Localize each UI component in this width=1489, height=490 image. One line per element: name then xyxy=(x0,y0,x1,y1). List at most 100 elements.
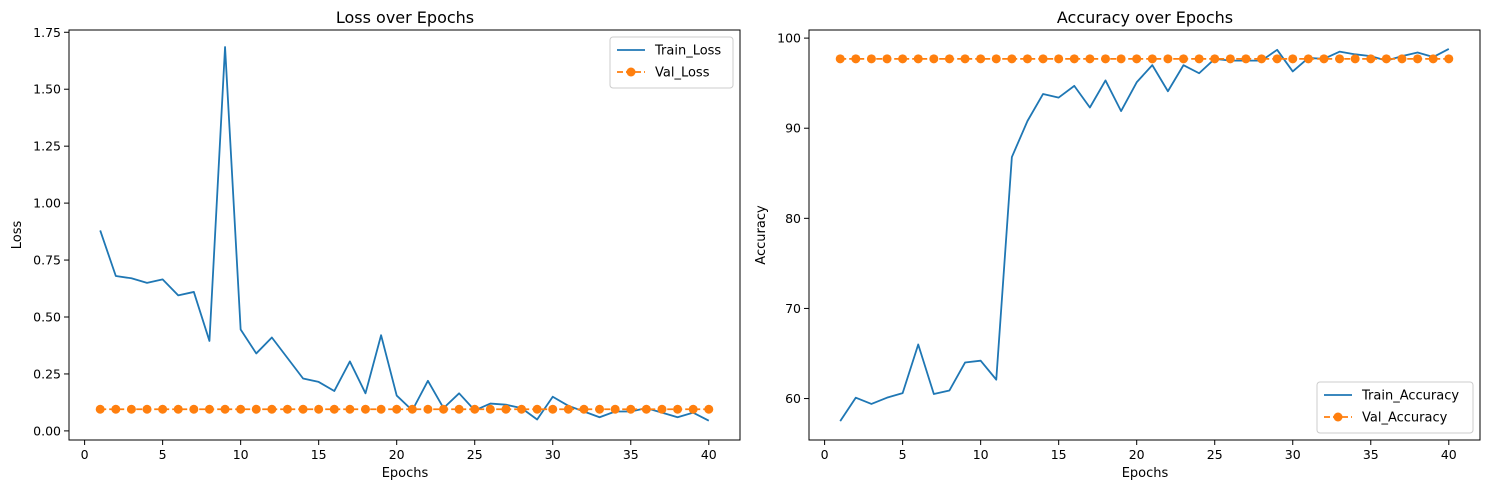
loss-legend-val-label: Val_Loss xyxy=(655,66,710,81)
loss-series-val-loss-point xyxy=(220,404,230,414)
accuracy-plot-frame xyxy=(808,29,1481,441)
accuracy-x-tick-label: 15 xyxy=(1051,447,1067,462)
loss-y-tick-label: 0.00 xyxy=(33,423,61,438)
accuracy-x-tick-label: 10 xyxy=(973,447,989,462)
accuracy-series-val-accuracy-point xyxy=(1428,54,1438,64)
accuracy-series-train-accuracy-line xyxy=(839,48,1450,422)
accuracy-series-val-accuracy-point xyxy=(1116,54,1126,64)
loss-series-val-loss-point xyxy=(392,404,402,414)
accuracy-legend-train-label: Train_Accuracy xyxy=(1361,389,1459,404)
loss-series-val-loss-point xyxy=(267,404,277,414)
accuracy-chart-title: Accuracy over Epochs xyxy=(1057,8,1233,27)
accuracy-series-val-accuracy-point xyxy=(976,54,986,64)
accuracy-y-axis-label: Accuracy xyxy=(754,205,769,265)
accuracy-series-val-accuracy-point xyxy=(1147,54,1157,64)
accuracy-series-val-accuracy-point xyxy=(1038,54,1048,64)
accuracy-ticks: 0 5 10 15 20 25 30 35 40 60 70 80 90 100 xyxy=(777,31,1457,462)
loss-series-val-loss-point xyxy=(673,404,683,414)
accuracy-series-val-accuracy-point xyxy=(851,54,861,64)
loss-ticks: 0 5 10 15 20 25 30 35 40 0.00 0.25 0.50 0.75 1.00 1.25… xyxy=(33,25,717,462)
accuracy-series-val-accuracy-point xyxy=(1335,54,1345,64)
loss-y-tick-label: 1.25 xyxy=(33,139,61,154)
accuracy-x-tick-label: 35 xyxy=(1363,447,1379,462)
loss-series-val-loss-point xyxy=(111,404,121,414)
accuracy-y-tick-label: 60 xyxy=(785,391,801,406)
accuracy-series-val-accuracy-point xyxy=(1241,54,1251,64)
accuracy-series-val-accuracy-point xyxy=(835,54,845,64)
loss-series-val-loss-point xyxy=(563,404,573,414)
loss-series-val-loss-point xyxy=(688,404,698,414)
accuracy-series-val-accuracy-point xyxy=(882,54,892,64)
loss-series-val-loss-point xyxy=(360,404,370,414)
loss-x-tick-label: 0 xyxy=(81,447,89,462)
loss-series-val-loss-point xyxy=(485,404,495,414)
accuracy-series-val-accuracy-point xyxy=(1272,54,1282,64)
accuracy-series-val-accuracy-point xyxy=(1350,54,1360,64)
accuracy-legend: Train_Accuracy Val_Accuracy xyxy=(1316,381,1474,434)
loss-series-val-loss-point xyxy=(610,404,620,414)
loss-x-tick-label: 35 xyxy=(623,447,639,462)
accuracy-legend-val-label: Val_Accuracy xyxy=(1362,411,1448,426)
accuracy-x-tick-label: 0 xyxy=(821,447,829,462)
accuracy-series-val-accuracy-point xyxy=(1444,54,1454,64)
accuracy-series-val-accuracy-point xyxy=(1397,54,1407,64)
accuracy-x-tick-label: 5 xyxy=(899,447,907,462)
loss-series-val-loss-point xyxy=(439,404,449,414)
loss-x-tick-label: 10 xyxy=(233,447,249,462)
loss-legend-val-marker xyxy=(626,67,636,77)
loss-y-tick-label: 0.25 xyxy=(33,366,61,381)
loss-y-axis-label: Loss xyxy=(10,221,25,250)
accuracy-x-tick-label: 40 xyxy=(1441,447,1457,462)
accuracy-series-val-accuracy-point xyxy=(929,54,939,64)
loss-series-val-loss-point xyxy=(704,404,714,414)
accuracy-series-val-accuracy-point xyxy=(1413,54,1423,64)
loss-series-val-loss-point xyxy=(501,404,511,414)
loss-series xyxy=(95,46,714,422)
accuracy-series-val-accuracy-point xyxy=(1381,54,1391,64)
accuracy-series-val-accuracy-point xyxy=(1257,54,1267,64)
loss-series-val-loss-point xyxy=(95,404,105,414)
accuracy-chart: Accuracy over Epochs Epochs Accuracy 0 5 1… xyxy=(754,8,1481,481)
loss-series-val-loss-point xyxy=(517,404,527,414)
accuracy-series-val-accuracy-point xyxy=(1319,54,1329,64)
loss-chart: Loss over Epochs Epochs Loss 0 5 10 15 20 25 3… xyxy=(10,8,741,481)
accuracy-series-val-accuracy-point xyxy=(1132,54,1142,64)
accuracy-series-val-accuracy-point xyxy=(1303,54,1313,64)
loss-series-val-loss-point xyxy=(298,404,308,414)
loss-series-val-loss-point xyxy=(126,404,136,414)
accuracy-series-val-accuracy-point xyxy=(1288,54,1298,64)
loss-series-val-loss-point xyxy=(407,404,417,414)
accuracy-series-val-accuracy-point xyxy=(913,54,923,64)
loss-series-val-loss-point xyxy=(579,404,589,414)
accuracy-series-val-accuracy-point xyxy=(898,54,908,64)
accuracy-x-tick-label: 20 xyxy=(1129,447,1145,462)
accuracy-x-axis-label: Epochs xyxy=(1122,466,1169,481)
loss-series-val-loss-point xyxy=(189,404,199,414)
accuracy-x-tick-label: 25 xyxy=(1207,447,1223,462)
accuracy-y-tick-label: 80 xyxy=(785,211,801,226)
loss-series-val-loss-point xyxy=(345,404,355,414)
loss-series-val-loss-point xyxy=(251,404,261,414)
accuracy-series-val-accuracy-point xyxy=(1100,54,1110,64)
loss-x-tick-label: 25 xyxy=(467,447,483,462)
loss-chart-title: Loss over Epochs xyxy=(336,8,474,27)
loss-legend-train-label: Train_Loss xyxy=(654,44,721,59)
accuracy-y-tick-label: 90 xyxy=(785,121,801,136)
loss-series-val-loss-point xyxy=(142,404,152,414)
accuracy-series-val-accuracy-point xyxy=(866,54,876,64)
accuracy-legend-val-marker xyxy=(1333,412,1343,422)
loss-x-tick-label: 15 xyxy=(311,447,327,462)
accuracy-series-val-accuracy-point xyxy=(1007,54,1017,64)
loss-series-val-loss-point xyxy=(329,404,339,414)
accuracy-x-tick-label: 30 xyxy=(1285,447,1301,462)
accuracy-series-val-accuracy-point xyxy=(1163,54,1173,64)
accuracy-series-val-accuracy-point xyxy=(960,54,970,64)
loss-y-tick-label: 0.50 xyxy=(33,310,61,325)
accuracy-series-val-accuracy-point xyxy=(1022,54,1032,64)
loss-series-val-loss-point xyxy=(454,404,464,414)
loss-x-tick-label: 40 xyxy=(701,447,717,462)
loss-series-val-loss-point xyxy=(595,404,605,414)
loss-series-val-loss-point xyxy=(173,404,183,414)
loss-series-val-loss-point xyxy=(376,404,386,414)
loss-x-axis-label: Epochs xyxy=(382,466,429,481)
